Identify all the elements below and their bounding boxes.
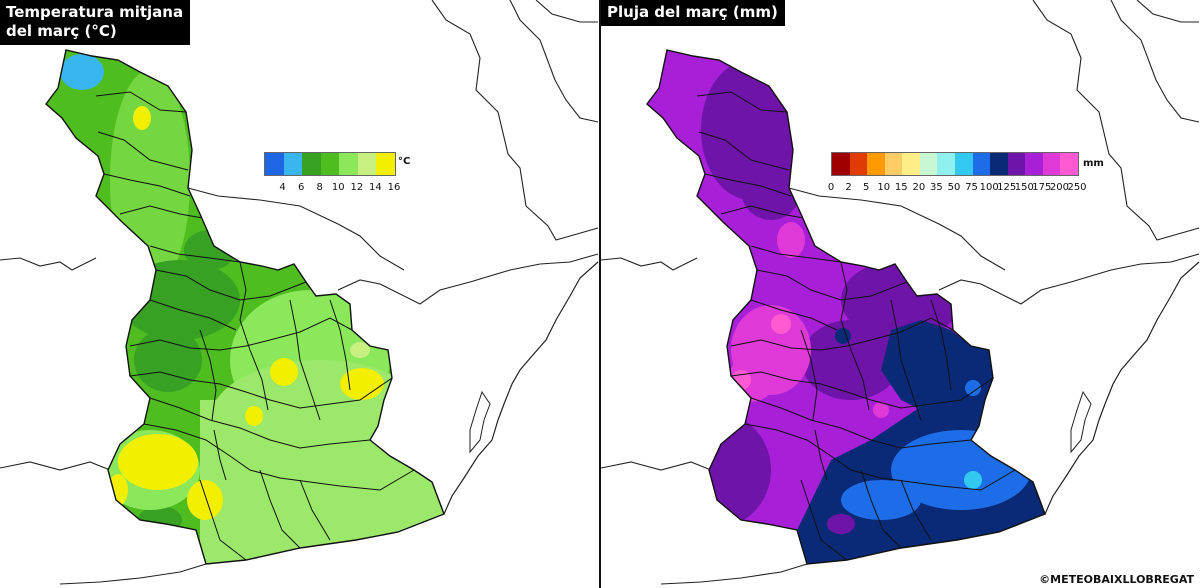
precipitation-legend-swatch — [937, 153, 955, 175]
precipitation-legend-swatch — [902, 153, 920, 175]
temperature-legend-tick: 8 — [316, 182, 323, 193]
precipitation-legend-ticks: 0 2 5 10 15 20 35 50 75 100 125 150 175 200 250 — [827, 182, 1087, 204]
temperature-legend-tick: 16 — [387, 182, 401, 193]
precipitation-legend-tick: 10 — [877, 182, 891, 193]
temperature-legend-swatch — [283, 153, 303, 175]
temperature-legend-ticks: 4 6 8 10 12 14 16 — [264, 182, 400, 204]
panel-divider — [599, 0, 601, 588]
precipitation-legend-swatch — [867, 153, 885, 175]
temperature-legend-tick: 10 — [331, 182, 345, 193]
precipitation-title-text: Pluja del març (mm) — [607, 3, 778, 21]
precipitation-legend-tick: 35 — [930, 182, 943, 193]
precipitation-legend-tick: 15 — [894, 182, 908, 193]
temperature-legend-swatch — [339, 153, 358, 175]
temperature-legend: °C 4 6 8 10 12 14 16 — [264, 152, 410, 193]
precipitation-legend: mm 0 2 5 10 15 20 35 50 75 100 125 150 175 200 250 — [828, 152, 1104, 193]
temperature-legend-unit: °C — [398, 156, 411, 167]
precipitation-legend-swatch — [919, 153, 938, 175]
precipitation-legend-tick: 200 — [1049, 182, 1069, 193]
precipitation-legend-tick: 150 — [1014, 182, 1034, 193]
precipitation-map — [601, 0, 1200, 585]
precipitation-title: Pluja del març (mm) — [601, 0, 785, 26]
temperature-legend-swatch — [302, 153, 321, 175]
temperature-legend-bar — [264, 152, 396, 176]
precipitation-legend-tick: 250 — [1067, 182, 1087, 193]
precipitation-legend-tick: 125 — [997, 182, 1017, 193]
precipitation-legend-tick: 0 — [827, 182, 835, 193]
precipitation-legend-swatch — [990, 153, 1008, 175]
temperature-legend-tick: 14 — [369, 182, 382, 193]
precipitation-legend-tick: 50 — [947, 182, 961, 193]
precipitation-legend-tick: 20 — [912, 182, 926, 193]
precipitation-field — [647, 50, 1045, 564]
port-outline — [469, 390, 491, 454]
precipitation-legend-swatch — [849, 153, 868, 175]
temperature-legend-swatch — [265, 153, 284, 175]
municipal-borders — [696, 91, 1016, 561]
temperature-title-line2: del març (°C) — [6, 22, 117, 40]
temperature-legend-swatch — [320, 153, 340, 175]
temperature-legend-tick: 4 — [279, 182, 286, 193]
precipitation-legend-swatch — [1060, 153, 1078, 175]
temperature-field — [46, 50, 444, 564]
municipal-borders — [95, 91, 415, 561]
precipitation-legend-bar — [831, 152, 1079, 176]
precipitation-legend-tick: 100 — [979, 182, 999, 193]
port-outline — [1070, 390, 1092, 454]
precipitation-legend-tick: 2 — [845, 182, 852, 193]
precipitation-legend-swatch — [972, 153, 991, 175]
temperature-legend-swatch — [357, 153, 377, 175]
precipitation-legend-tick: 175 — [1032, 182, 1052, 193]
precipitation-legend-swatch — [832, 153, 850, 175]
precipitation-legend-swatch — [1025, 153, 1043, 175]
temperature-title-line1: Temperatura mitjana — [6, 3, 184, 21]
temperature-legend-swatch — [376, 153, 395, 175]
precipitation-legend-unit: mm — [1083, 158, 1104, 169]
precipitation-legend-swatch — [1042, 153, 1061, 175]
precipitation-map-panel: Pluja del març (mm) mm 0 2 5 10 15 20 35 50 75 10… — [601, 0, 1200, 588]
precipitation-legend-swatch — [1007, 153, 1026, 175]
temperature-legend-tick: 12 — [350, 182, 364, 193]
precipitation-legend-swatch — [954, 153, 973, 175]
temperature-legend-tick: 6 — [297, 182, 305, 193]
outer-borders — [601, 0, 1200, 585]
outer-borders — [0, 0, 599, 585]
credit-watermark: ©METEOBAIXLLOBREGAT — [1039, 573, 1194, 586]
temperature-title: Temperatura mitjana del març (°C) — [0, 0, 191, 45]
precipitation-legend-tick: 75 — [965, 182, 978, 193]
precipitation-legend-swatch — [884, 153, 903, 175]
coastline — [1044, 261, 1200, 515]
coastline — [443, 261, 599, 515]
precipitation-legend-tick: 5 — [862, 182, 870, 193]
temperature-map — [0, 0, 599, 585]
